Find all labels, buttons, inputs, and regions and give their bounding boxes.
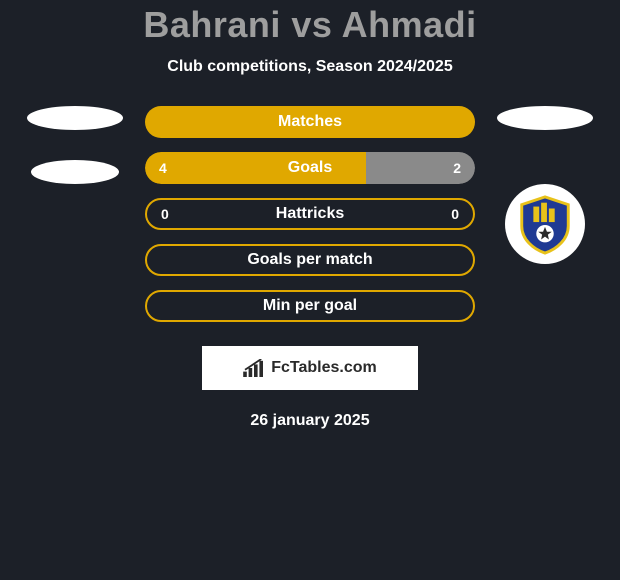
right-player-placeholder <box>497 106 593 130</box>
club-crest-icon <box>514 193 576 255</box>
stat-label-gpm: Goals per match <box>247 251 372 269</box>
stat-label-goals: Goals <box>288 159 332 177</box>
left-player-placeholder-2 <box>31 160 119 184</box>
left-player-col <box>15 106 135 184</box>
stat-label-hattricks: Hattricks <box>276 205 344 223</box>
stat-value-hattricks-left: 0 <box>161 206 169 222</box>
content-row: Matches 4 Goals 2 0 Hattricks 0 Goals pe… <box>0 106 620 430</box>
stat-value-hattricks-right: 0 <box>451 206 459 222</box>
stat-bar-mpg: Min per goal <box>145 290 475 322</box>
branding-box[interactable]: FcTables.com <box>202 346 418 390</box>
stat-value-goals-right: 2 <box>453 160 461 176</box>
right-player-badge <box>505 184 585 264</box>
stat-value-goals-left: 4 <box>159 160 167 176</box>
chart-icon <box>243 359 265 377</box>
page-title: Bahrani vs Ahmadi <box>0 4 620 46</box>
stat-bar-hattricks: 0 Hattricks 0 <box>145 198 475 230</box>
stat-label-matches: Matches <box>278 113 342 131</box>
right-player-col <box>485 106 605 264</box>
stat-label-mpg: Min per goal <box>263 297 357 315</box>
stat-bar-goals: 4 Goals 2 <box>145 152 475 184</box>
stat-fill-goals-left <box>145 152 366 184</box>
page-subtitle: Club competitions, Season 2024/2025 <box>0 58 620 76</box>
stat-bar-gpm: Goals per match <box>145 244 475 276</box>
footer-date: 26 january 2025 <box>250 412 369 430</box>
left-player-placeholder-1 <box>27 106 123 130</box>
stats-column: Matches 4 Goals 2 0 Hattricks 0 Goals pe… <box>135 106 485 430</box>
stat-bar-matches: Matches <box>145 106 475 138</box>
branding-text: FcTables.com <box>271 359 377 377</box>
comparison-card: Bahrani vs Ahmadi Club competitions, Sea… <box>0 0 620 430</box>
